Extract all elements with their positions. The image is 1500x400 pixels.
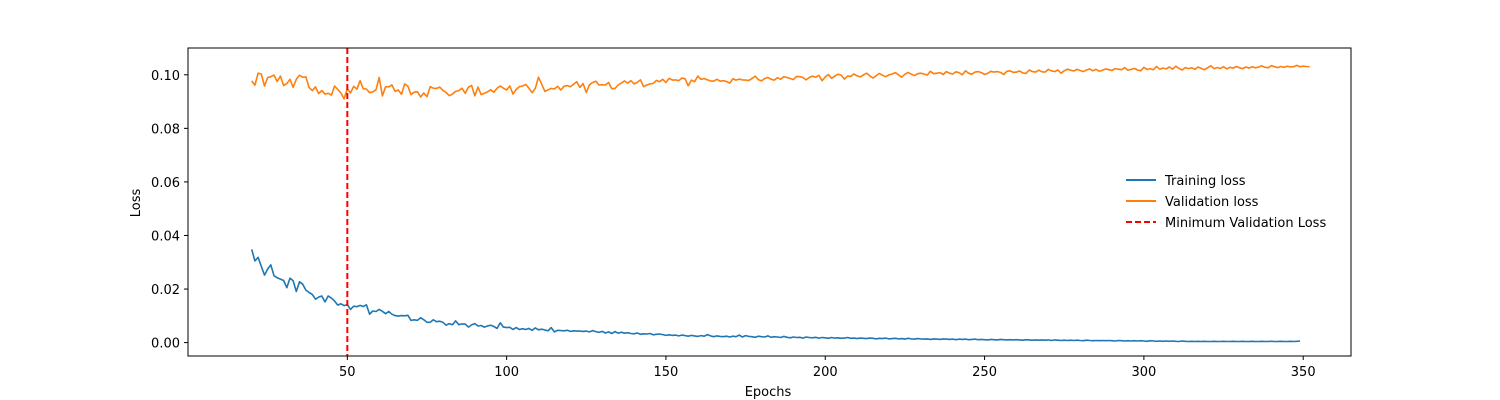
x-tick-label: 150 [654, 365, 679, 380]
y-tick-label: 0.08 [151, 122, 180, 137]
x-tick-label: 200 [813, 365, 838, 380]
x-tick-label: 100 [494, 365, 519, 380]
y-tick-label: 0.10 [151, 69, 180, 84]
y-tick-label: 0.04 [151, 229, 180, 244]
legend: Training loss Validation loss Minimum Va… [1126, 174, 1326, 231]
series-line-validation-loss [251, 64, 1310, 100]
x-axis-label: Epochs [745, 385, 792, 400]
x-tick-label: 250 [972, 365, 997, 380]
x-axis: 50 100 150 200 250 300 350 [339, 356, 1316, 380]
y-tick-label: 0.02 [151, 283, 180, 298]
plot-frame [187, 47, 1352, 357]
y-axis: 0.00 0.02 0.04 0.06 0.08 0.10 [151, 69, 188, 352]
series-layer [250, 64, 1310, 343]
y-axis-label: Loss [129, 189, 144, 218]
y-tick-label: 0.00 [151, 337, 180, 352]
x-tick-label: 300 [1131, 365, 1156, 380]
series-line-training-loss [250, 249, 1301, 343]
x-tick-label: 350 [1291, 365, 1316, 380]
y-tick-label: 0.06 [151, 176, 180, 191]
legend-label-training-loss: Training loss [1164, 174, 1246, 189]
legend-label-minimum-validation-loss: Minimum Validation Loss [1165, 216, 1326, 231]
x-tick-label: 50 [339, 365, 356, 380]
legend-label-validation-loss: Validation loss [1165, 195, 1259, 210]
